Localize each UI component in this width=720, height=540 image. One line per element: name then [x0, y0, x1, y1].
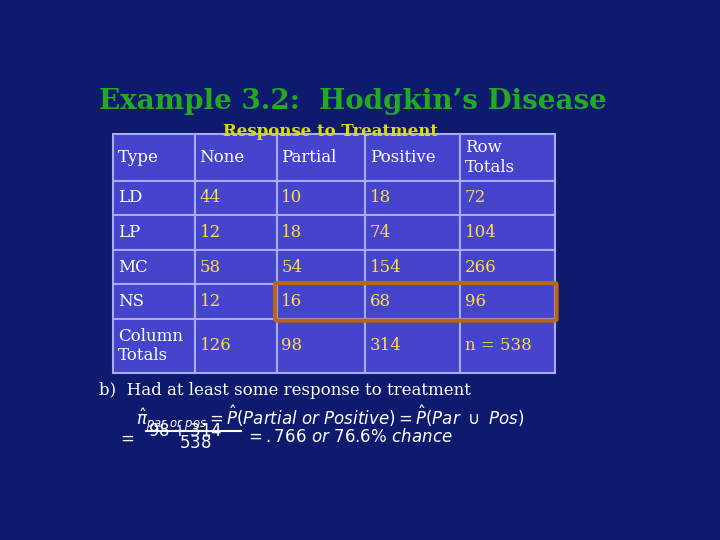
Polygon shape	[460, 215, 555, 250]
Text: $98 + 314$: $98 + 314$	[148, 422, 222, 440]
Polygon shape	[113, 181, 195, 215]
Polygon shape	[195, 250, 276, 285]
Text: 104: 104	[464, 224, 497, 241]
Polygon shape	[276, 215, 365, 250]
Text: MC: MC	[118, 259, 148, 276]
Polygon shape	[365, 181, 460, 215]
Polygon shape	[113, 285, 195, 319]
Text: Example 3.2:  Hodgkin’s Disease: Example 3.2: Hodgkin’s Disease	[99, 88, 607, 115]
Polygon shape	[365, 215, 460, 250]
Text: $538$: $538$	[179, 434, 212, 453]
Text: 10: 10	[282, 190, 302, 206]
Text: Partial: Partial	[282, 149, 337, 166]
Text: None: None	[199, 149, 245, 166]
Polygon shape	[276, 134, 365, 181]
Text: 314: 314	[369, 338, 402, 354]
Polygon shape	[195, 134, 276, 181]
Polygon shape	[113, 250, 195, 285]
Polygon shape	[276, 181, 365, 215]
Text: 126: 126	[199, 338, 231, 354]
Text: $=$: $=$	[117, 428, 135, 446]
Polygon shape	[365, 285, 460, 319]
Text: Type: Type	[118, 149, 159, 166]
Text: 68: 68	[369, 293, 391, 310]
Text: Column
Totals: Column Totals	[118, 328, 183, 364]
Text: 16: 16	[282, 293, 302, 310]
Polygon shape	[113, 134, 195, 181]
Text: Positive: Positive	[369, 149, 436, 166]
Text: Row
Totals: Row Totals	[464, 139, 515, 176]
Text: 12: 12	[199, 224, 221, 241]
Text: 72: 72	[464, 190, 486, 206]
Polygon shape	[460, 285, 555, 319]
Polygon shape	[113, 215, 195, 250]
Polygon shape	[113, 319, 195, 373]
Polygon shape	[460, 250, 555, 285]
Text: b)  Had at least some response to treatment: b) Had at least some response to treatme…	[99, 382, 471, 399]
Text: $= .766\ or\ 76.6\%\ chance$: $= .766\ or\ 76.6\%\ chance$	[245, 428, 453, 446]
Text: 54: 54	[282, 259, 302, 276]
Polygon shape	[460, 319, 555, 373]
Text: 98: 98	[282, 338, 302, 354]
Text: Response to Treatment: Response to Treatment	[222, 123, 438, 139]
Text: 18: 18	[369, 190, 391, 206]
Polygon shape	[195, 319, 276, 373]
Polygon shape	[195, 215, 276, 250]
Polygon shape	[195, 181, 276, 215]
Polygon shape	[276, 319, 365, 373]
Text: LD: LD	[118, 190, 143, 206]
Text: 44: 44	[199, 190, 221, 206]
Text: 58: 58	[199, 259, 221, 276]
Text: 12: 12	[199, 293, 221, 310]
Polygon shape	[365, 134, 460, 181]
Polygon shape	[195, 285, 276, 319]
Text: 154: 154	[369, 259, 402, 276]
Text: 18: 18	[282, 224, 302, 241]
Polygon shape	[460, 181, 555, 215]
Text: 96: 96	[464, 293, 486, 310]
Text: 74: 74	[369, 224, 391, 241]
Text: $\hat{\pi}_{par\ or\ pos} = \hat{P}(Partial\ or\ Positive) = \hat{P}(Par\ \cup\ : $\hat{\pi}_{par\ or\ pos} = \hat{P}(Part…	[137, 403, 525, 434]
Polygon shape	[365, 250, 460, 285]
Polygon shape	[276, 285, 365, 319]
Polygon shape	[365, 319, 460, 373]
Polygon shape	[276, 250, 365, 285]
Text: 266: 266	[464, 259, 496, 276]
Polygon shape	[460, 134, 555, 181]
Text: n = 538: n = 538	[464, 338, 531, 354]
Text: NS: NS	[118, 293, 144, 310]
Text: LP: LP	[118, 224, 140, 241]
